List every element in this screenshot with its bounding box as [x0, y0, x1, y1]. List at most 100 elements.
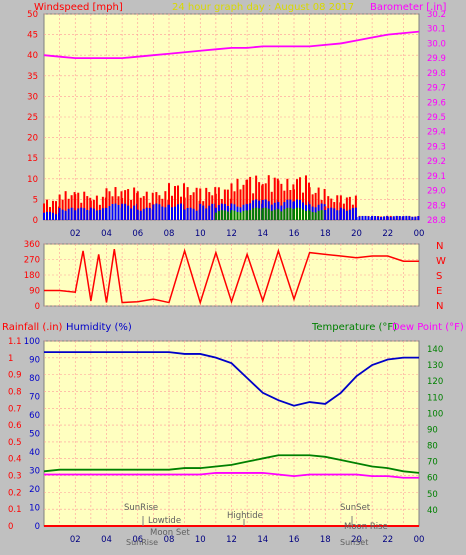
- direction-tick-label: 180: [24, 271, 40, 281]
- event-moonrise-label: Moon Rise: [344, 522, 388, 532]
- rainfall-tick-label: 0.8: [8, 387, 22, 397]
- barometer-tick-label: 28.8: [427, 216, 446, 226]
- barometer-tick-label: 29.7: [427, 84, 446, 94]
- dewpoint-line: [44, 472, 419, 479]
- windspeed-tick-label: 30: [27, 92, 38, 102]
- x-tick-label-top: 00: [414, 229, 425, 239]
- windspeed-axis-title: Windspeed [mph]: [34, 2, 123, 13]
- rainfall-tick-label: 0.3: [8, 472, 22, 482]
- barometer-tick-label: 29.9: [427, 54, 446, 64]
- windspeed-tick-label: 25: [27, 113, 38, 123]
- x-tick-label-top: 14: [257, 229, 268, 239]
- x-tick-label-bottom: 00: [414, 535, 425, 545]
- temperature-tick-label: 130: [427, 361, 443, 371]
- humidity-tick-label: 40: [29, 448, 40, 458]
- rainfall-tick-label: 0.4: [8, 455, 22, 465]
- x-tick-label-top: 04: [101, 229, 112, 239]
- x-tick-label-bottom: 10: [195, 535, 206, 545]
- rainfall-tick-label: 0.9: [8, 371, 22, 381]
- temperature-tick-label: 100: [427, 409, 443, 419]
- windspeed-tick-label: 0: [33, 216, 38, 226]
- humidity-line: [44, 351, 419, 407]
- compass-e: E: [436, 286, 442, 297]
- x-tick-label-top: 16: [289, 229, 300, 239]
- x-tick-label-bottom: 12: [226, 535, 237, 545]
- windspeed-tick-label: 20: [27, 134, 38, 144]
- windspeed-tick-label: 10: [27, 175, 38, 185]
- windspeed-tick-label: 35: [27, 72, 38, 82]
- compass-w: W: [436, 256, 446, 267]
- event-hightide-label: Hightide: [227, 511, 263, 521]
- x-tick-label-top: 20: [351, 229, 362, 239]
- humidity-tick-label: 70: [29, 393, 40, 403]
- x-tick-label-top: 10: [195, 229, 206, 239]
- direction-tick-label: 90: [29, 287, 40, 297]
- barometer-line: [43, 30, 420, 60]
- temperature-tick-label: 70: [427, 458, 438, 468]
- event-sunset-label: SunSet: [340, 503, 371, 513]
- windspeed-tick-label: 40: [27, 51, 38, 61]
- wind-direction-line: [44, 248, 419, 306]
- x-tick-label-top: 08: [164, 229, 175, 239]
- barometer-tick-label: 29.4: [427, 128, 446, 138]
- x-tick-label-top: 22: [382, 229, 393, 239]
- x-tick-label-bottom: 08: [164, 535, 175, 545]
- temperature-tick-label: 90: [427, 425, 438, 435]
- direction-tick-label: 360: [24, 240, 40, 250]
- x-tick-label-top: 12: [226, 229, 237, 239]
- temperature-tick-label: 60: [427, 474, 438, 484]
- chart-marks: [43, 30, 420, 527]
- humidity-tick-label: 80: [29, 374, 40, 384]
- compass-s: S: [436, 271, 442, 282]
- barometer-tick-label: 30.1: [427, 25, 446, 35]
- windspeed-tick-label: 5: [33, 195, 38, 205]
- x-tick-label-bottom: 22: [382, 535, 393, 545]
- compass-n-bottom: N: [436, 301, 443, 312]
- rainfall-tick-label: 0.2: [8, 488, 22, 498]
- humidity-tick-label: 20: [29, 485, 40, 495]
- axis-sunset-label: SunSet: [340, 538, 368, 547]
- x-tick-label-top: 06: [132, 229, 143, 239]
- direction-tick-label: 270: [24, 256, 40, 266]
- event-lowtide-label: Lowtide: [148, 516, 181, 526]
- barometer-tick-label: 30.0: [427, 39, 446, 49]
- humidity-axis-title: Humidity (%): [66, 322, 132, 333]
- x-tick-label-top: 02: [70, 229, 81, 239]
- direction-tick-label: 0: [35, 302, 40, 312]
- x-tick-label-bottom: 06: [132, 535, 143, 545]
- windspeed-tick-label: 50: [27, 10, 38, 20]
- temperature-tick-label: 140: [427, 345, 443, 355]
- temperature-tick-label: 50: [427, 490, 438, 500]
- rainfall-tick-label: 0.7: [8, 404, 22, 414]
- x-tick-label-bottom: 16: [289, 535, 300, 545]
- rainfall-tick-label: 0.6: [8, 421, 22, 431]
- barometer-tick-label: 29.1: [427, 172, 446, 182]
- rainfall-tick-label: 0.5: [8, 438, 22, 448]
- barometer-tick-label: 29.6: [427, 98, 446, 108]
- barometer-tick-label: 29.8: [427, 69, 446, 79]
- windspeed-tick-label: 15: [27, 154, 38, 164]
- x-tick-label-top: 18: [320, 229, 331, 239]
- barometer-tick-label: 30.2: [427, 10, 446, 20]
- axis-sunrise-label: SunRise: [126, 538, 158, 547]
- x-tick-label-bottom: 04: [101, 535, 112, 545]
- x-tick-label-bottom: 18: [320, 535, 331, 545]
- humidity-tick-label: 30: [29, 467, 40, 477]
- temperature-line: [43, 454, 420, 474]
- x-tick-label-bottom: 02: [70, 535, 81, 545]
- rainfall-tick-label: 1: [8, 354, 13, 364]
- event-moonset-label: Moon Set: [150, 528, 190, 538]
- humidity-tick-label: 60: [29, 411, 40, 421]
- barometer-tick-label: 29.5: [427, 113, 446, 123]
- temperature-tick-label: 80: [427, 442, 438, 452]
- humidity-tick-label: 100: [24, 337, 40, 347]
- barometer-tick-label: 28.9: [427, 201, 446, 211]
- temperature-axis-title: Temperature (°F): [311, 322, 397, 333]
- rainfall-tick-label: 0.1: [8, 505, 22, 515]
- humidity-tick-label: 90: [29, 356, 40, 366]
- compass-n-top: N: [436, 241, 443, 252]
- temperature-tick-label: 120: [427, 377, 443, 387]
- rainfall-tick-label: 1.1: [8, 337, 22, 347]
- rainfall-tick-label: 0: [8, 522, 13, 532]
